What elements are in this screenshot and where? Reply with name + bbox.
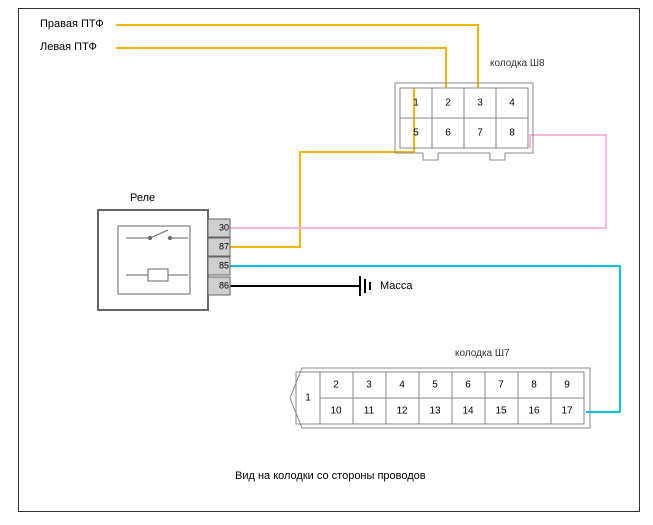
connector-sh7 [290, 368, 590, 428]
label-sh8-title: колодка Ш8 [490, 58, 545, 69]
sh7-pin-9: 9 [564, 380, 570, 391]
relay-pin-30: 30 [208, 219, 230, 237]
label-left-ptf: Левая ПТФ [40, 41, 97, 53]
sh7-pin-3: 3 [366, 380, 372, 391]
connector-sh8 [395, 83, 533, 160]
sh8-pin-6: 6 [445, 128, 451, 139]
diagram-svg: 30 87 85 86 1 2 3 4 5 6 7 8 [0, 0, 653, 525]
relay-pin-86: 86 [208, 277, 230, 295]
label-right-ptf: Правая ПТФ [40, 18, 104, 30]
sh7-pin-16: 16 [528, 406, 540, 417]
sh7-pin-7: 7 [498, 380, 504, 391]
sh7-pin-13: 13 [429, 406, 441, 417]
sh8-pin-8: 8 [509, 128, 515, 139]
sh7-pin-6: 6 [465, 380, 471, 391]
relay-pin-87-label: 87 [219, 241, 229, 251]
sh7-pin-10: 10 [330, 406, 342, 417]
sh8-pin-4: 4 [509, 98, 515, 109]
sh8-pin-1: 1 [413, 98, 419, 109]
sh7-pin-1: 1 [305, 393, 311, 404]
sh7-pin-12: 12 [396, 406, 408, 417]
sh8-pin-5: 5 [413, 128, 419, 139]
relay: 30 87 85 86 [98, 210, 230, 310]
relay-pin-85: 85 [208, 257, 230, 275]
sh7-pin-4: 4 [399, 380, 405, 391]
sh8-pin-3: 3 [477, 98, 483, 109]
sh7-pin-17: 17 [561, 406, 573, 417]
sh7-pin-15: 15 [495, 406, 507, 417]
sh7-pin-8: 8 [531, 380, 537, 391]
label-sh7-title: колодка Ш7 [455, 348, 510, 359]
relay-pin-87: 87 [208, 238, 230, 256]
sh7-pin-5: 5 [432, 380, 438, 391]
sh7-pin-2: 2 [333, 380, 339, 391]
sh7-pin-11: 11 [364, 406, 375, 417]
relay-pin-86-label: 86 [219, 280, 229, 290]
sh8-pin-7: 7 [477, 128, 483, 139]
mass-symbol [360, 276, 370, 296]
relay-pin-85-label: 85 [219, 260, 229, 270]
label-mass: Масса [380, 280, 413, 292]
wires-yellow [116, 25, 478, 247]
wires-cyan [230, 266, 620, 412]
wires-pink [230, 135, 606, 228]
label-relay: Реле [130, 192, 155, 204]
relay-pin-30-label: 30 [219, 222, 229, 232]
caption: Вид на колодки со стороны проводов [235, 470, 426, 482]
sh7-pin-14: 14 [462, 406, 474, 417]
sh8-pin-2: 2 [445, 98, 451, 109]
